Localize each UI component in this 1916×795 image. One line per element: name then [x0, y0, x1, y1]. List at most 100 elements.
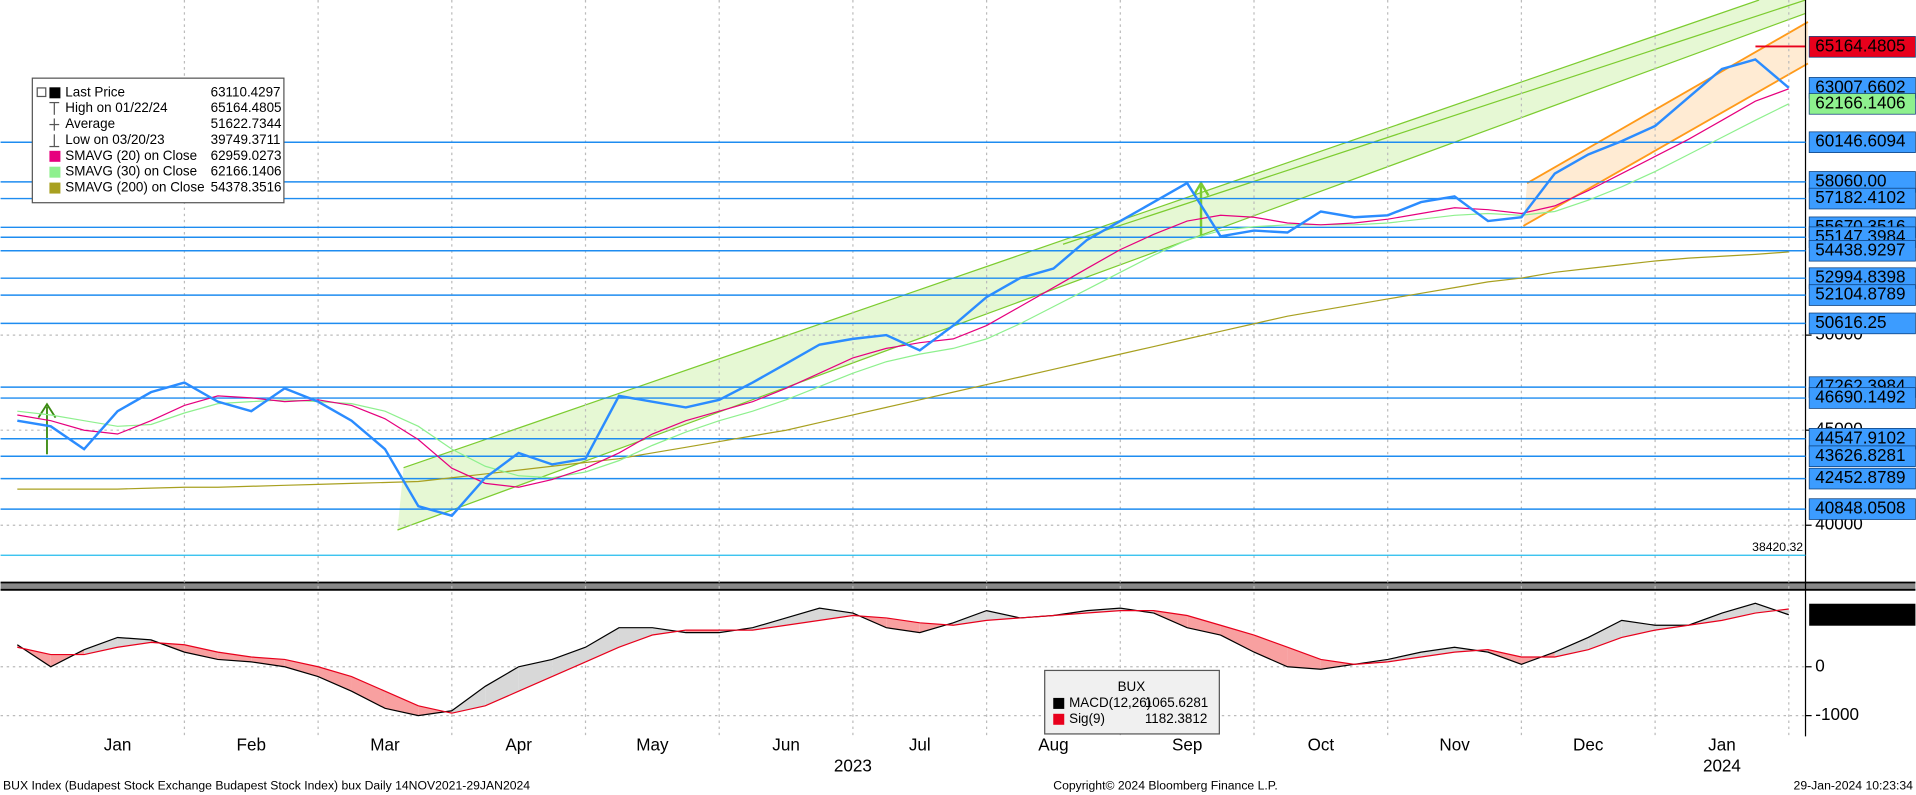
- level-label: 40848.0508: [1815, 499, 1905, 518]
- legend-swatch: [1053, 713, 1065, 725]
- macd-fill: [618, 627, 653, 648]
- legend-name: SMAVG (200) on Close: [65, 180, 204, 195]
- macd-fill: [1220, 625, 1255, 653]
- legend-name: SMAVG (30) on Close: [65, 164, 197, 179]
- legend-name: Sig(9): [1069, 711, 1105, 726]
- macd-fill: [184, 644, 218, 660]
- level-label: 54438.9297: [1815, 240, 1905, 259]
- level-box: [1808, 467, 1916, 490]
- legend-value: 62959.0273: [211, 148, 282, 163]
- legend-swatch: [49, 87, 61, 99]
- level-box: [1808, 239, 1916, 262]
- legend-collapse: [36, 87, 47, 98]
- channel-line: [403, 0, 1760, 469]
- level-box: [1808, 284, 1916, 306]
- y-tick-label: 0: [1815, 656, 1825, 675]
- level-label: 1065.6281: [1815, 604, 1896, 623]
- arrow-head: [37, 402, 57, 419]
- legend-name: Last Price: [65, 84, 125, 99]
- legend-value: 63110.4297: [211, 84, 281, 99]
- level-box: [1808, 93, 1916, 115]
- x-tick-label: Sep: [1172, 736, 1202, 755]
- macd-fill: [1421, 647, 1455, 658]
- series-line: [16, 602, 1789, 717]
- legend-value: 65164.4805: [211, 100, 282, 115]
- level-label: 60146.6094: [1815, 132, 1905, 151]
- legend-value: 54378.3516: [211, 180, 282, 195]
- macd-fill: [1721, 603, 1756, 621]
- legend-swatch: [49, 182, 61, 194]
- x-tick-label: Oct: [1308, 736, 1335, 755]
- macd-fill: [1287, 647, 1321, 670]
- macd-fill: [1320, 659, 1355, 670]
- legend-title: BUX: [1118, 679, 1146, 694]
- level-label: 57182.4102: [1815, 188, 1905, 207]
- channel-line: [1526, 21, 1809, 184]
- x-tick-label: Jul: [909, 736, 931, 755]
- level-label: 50616.25: [1815, 313, 1886, 332]
- footer-left: BUX Index (Budapest Stock Exchange Budap…: [3, 779, 530, 793]
- level-label: 38420.32: [1752, 540, 1803, 554]
- series-line: [17, 103, 1790, 479]
- legend-name: SMAVG (20) on Close: [65, 148, 197, 163]
- macd-fill: [318, 666, 352, 692]
- channel-line: [1062, 0, 1806, 245]
- macd-fill: [1554, 637, 1589, 658]
- macd-fill: [351, 676, 385, 709]
- macd-fill: [485, 666, 519, 706]
- macd-fill: [1187, 615, 1221, 636]
- level-label: 46690.1492: [1815, 388, 1905, 407]
- level-box: [1808, 312, 1916, 335]
- level-label: 52994.8398: [1815, 268, 1905, 287]
- series-line: [17, 251, 1789, 490]
- legend-swatch: [49, 150, 61, 162]
- macd-fill: [518, 659, 553, 692]
- level-box: [1808, 187, 1916, 210]
- x-tick-label: Aug: [1038, 736, 1068, 755]
- macd-fill: [585, 627, 619, 662]
- x-tick-label: Dec: [1573, 736, 1604, 755]
- level-box: [1808, 36, 1916, 58]
- level-label: 52104.8789: [1815, 285, 1905, 304]
- arrow-head: [1192, 180, 1210, 197]
- panel-separator: [0, 582, 1916, 590]
- macd-fill: [1254, 635, 1288, 667]
- level-box: [1808, 498, 1916, 520]
- legend-value: 62166.1406: [211, 164, 282, 179]
- x-tick-label: May: [636, 736, 669, 755]
- legend-name: Average: [65, 116, 115, 131]
- legend-name: Low on 03/20/23: [65, 132, 164, 147]
- level-label: 42452.8789: [1815, 468, 1905, 487]
- level-label: 43626.8281: [1815, 446, 1905, 465]
- legend: Last Price 63110.4297 High on 01/22/24 6516…: [31, 77, 285, 204]
- level-label: 44547.9102: [1815, 428, 1905, 447]
- legend-swatch: [49, 166, 61, 178]
- macd-fill: [117, 637, 151, 648]
- x-year-label: 2024: [1703, 756, 1741, 775]
- legend-value: 1065.6281: [1145, 695, 1208, 710]
- trend-channel: [1523, 21, 1808, 226]
- level-label: 58060.00: [1815, 171, 1886, 190]
- x-tick-label: Jan: [104, 736, 132, 755]
- series-line: [17, 58, 1790, 518]
- macd-fill: [284, 659, 319, 677]
- legend-value: 51622.7344: [211, 116, 282, 131]
- legend-value: 1182.3812: [1145, 711, 1207, 726]
- legend-name: High on 01/22/24: [65, 100, 168, 115]
- x-tick-label: Nov: [1439, 736, 1470, 755]
- macd-fill: [1588, 620, 1622, 650]
- level-box: [1808, 445, 1916, 468]
- macd-fill: [84, 637, 118, 655]
- y-tick-label: -1000: [1815, 705, 1859, 724]
- x-tick-label: Mar: [370, 736, 400, 755]
- footer-center: Copyright© 2024 Bloomberg Finance L.P.: [1053, 779, 1278, 793]
- footer-right: 29-Jan-2024 10:23:34: [1794, 779, 1914, 793]
- x-tick-label: Feb: [237, 736, 266, 755]
- legend-box: [31, 77, 285, 204]
- x-year-label: 2023: [834, 756, 872, 775]
- level-label: 62166.1406: [1815, 93, 1905, 112]
- channel-line: [397, 12, 1806, 531]
